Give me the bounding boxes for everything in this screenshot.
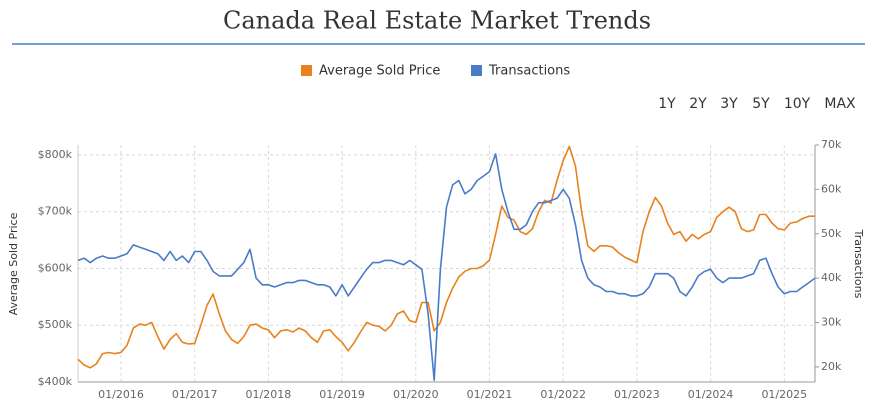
x-tick-label: 01/2019	[319, 388, 365, 401]
x-tick-label: 01/2024	[688, 388, 734, 401]
y-axis-title: Average Sold Price	[7, 212, 20, 315]
legend-swatch	[471, 65, 482, 76]
y2-tick-label: 20k	[821, 360, 842, 373]
x-tick-label: 01/2021	[467, 388, 513, 401]
x-tick-label: 01/2016	[98, 388, 144, 401]
x-tick-label: 01/2020	[393, 388, 439, 401]
x-tick-label: 01/2018	[246, 388, 292, 401]
range-button[interactable]: 3Y	[720, 96, 738, 112]
y-tick-label: $500k	[38, 318, 73, 331]
x-tick-label: 01/2023	[614, 388, 660, 401]
range-button[interactable]: MAX	[824, 96, 856, 112]
y2-tick-label: 40k	[821, 271, 842, 284]
series-line	[77, 145, 815, 369]
range-button[interactable]: 2Y	[689, 96, 707, 112]
y2-tick-label: 50k	[821, 227, 842, 240]
range-button[interactable]: 1Y	[658, 96, 676, 112]
x-tick-label: 01/2025	[761, 388, 807, 401]
range-button[interactable]: 10Y	[784, 96, 811, 112]
chart-title: Canada Real Estate Market Trends	[223, 7, 651, 35]
legend-label: Transactions	[488, 64, 570, 79]
series-line	[77, 153, 816, 381]
y-tick-label: $800k	[38, 148, 73, 161]
x-tick-label: 01/2022	[540, 388, 586, 401]
y-tick-label: $700k	[38, 205, 73, 218]
y-tick-label: $400k	[38, 375, 73, 388]
y-tick-label: $600k	[38, 261, 73, 274]
y2-axis-title: Transactions	[852, 229, 865, 299]
y2-tick-label: 60k	[821, 182, 842, 195]
y2-tick-label: 70k	[821, 138, 842, 151]
legend-swatch	[301, 65, 312, 76]
x-tick-label: 01/2017	[172, 388, 218, 401]
legend-label: Average Sold Price	[319, 64, 440, 79]
range-button[interactable]: 5Y	[752, 96, 770, 112]
y2-tick-label: 30k	[821, 316, 842, 329]
